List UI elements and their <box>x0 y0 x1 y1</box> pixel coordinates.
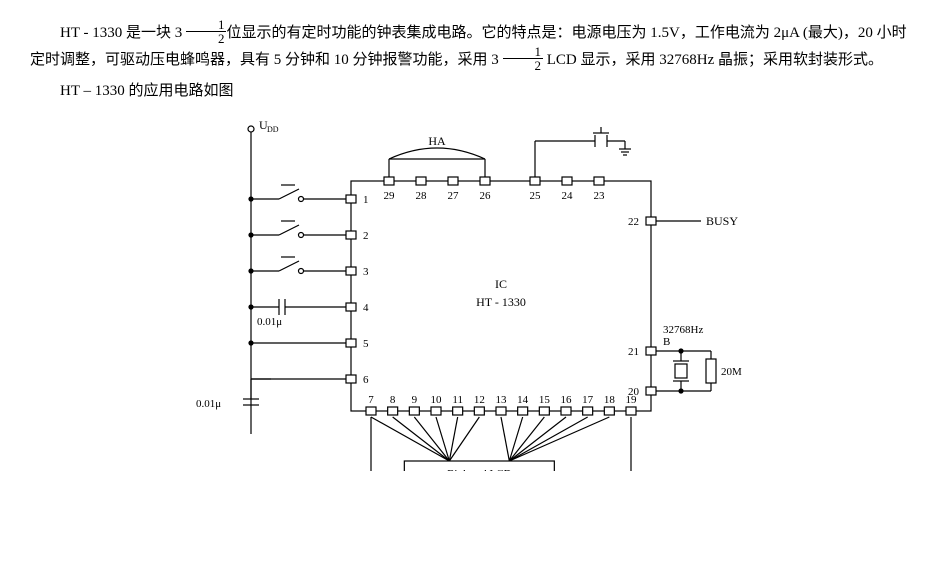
fraction-denominator: 2 <box>186 32 227 45</box>
svg-text:3: 3 <box>363 266 369 278</box>
svg-text:9: 9 <box>412 394 418 406</box>
fraction: 12 <box>503 45 544 72</box>
svg-text:20M: 20M <box>721 366 742 378</box>
text-run: HT - 1330 是一块 3 <box>60 25 186 41</box>
svg-text:8: 8 <box>390 394 396 406</box>
svg-text:0.01μ: 0.01μ <box>196 398 221 410</box>
fraction-numerator: 1 <box>503 45 544 59</box>
circuit-diagram: ICHT - 133029282726252423123456222120789… <box>30 111 912 471</box>
svg-text:15: 15 <box>539 394 551 406</box>
svg-text:12: 12 <box>474 394 485 406</box>
text-run: LCD 显示，采用 32768Hz 晶振；采用软封装形式。 <box>543 52 883 68</box>
svg-text:26: 26 <box>480 190 492 202</box>
svg-text:BUSY: BUSY <box>706 214 738 228</box>
svg-text:16: 16 <box>561 394 573 406</box>
svg-text:17: 17 <box>582 394 594 406</box>
svg-text:1: 1 <box>363 194 369 206</box>
svg-text:19: 19 <box>626 394 638 406</box>
svg-text:13: 13 <box>496 394 508 406</box>
svg-text:2: 2 <box>363 230 369 242</box>
fraction-numerator: 1 <box>186 18 227 32</box>
svg-text:IC: IC <box>495 277 507 291</box>
text-run: HT – 1330 的应用电路如图 <box>60 83 233 99</box>
svg-text:6: 6 <box>363 374 369 386</box>
svg-text:29: 29 <box>384 190 396 202</box>
fraction-denominator: 2 <box>503 59 544 72</box>
svg-text:B: B <box>663 336 670 348</box>
svg-text:28: 28 <box>416 190 428 202</box>
svg-text:HA: HA <box>428 134 446 148</box>
svg-text:14: 14 <box>517 394 529 406</box>
svg-text:HT - 1330: HT - 1330 <box>476 295 526 309</box>
svg-text:32768Hz: 32768Hz <box>663 324 703 336</box>
svg-text:11: 11 <box>452 394 463 406</box>
svg-text:27: 27 <box>448 190 460 202</box>
svg-text:21: 21 <box>628 346 639 358</box>
svg-text:22: 22 <box>628 216 639 228</box>
svg-text:10: 10 <box>431 394 443 406</box>
paragraph-2: HT – 1330 的应用电路如图 <box>30 78 912 105</box>
svg-text:25: 25 <box>530 190 542 202</box>
svg-text:24: 24 <box>562 190 574 202</box>
svg-text:0.01μ: 0.01μ <box>257 316 282 328</box>
svg-text:Biplexed LCD: Biplexed LCD <box>447 468 512 471</box>
svg-text:7: 7 <box>368 394 374 406</box>
svg-text:4: 4 <box>363 302 369 314</box>
svg-text:DD: DD <box>267 125 279 134</box>
svg-text:5: 5 <box>363 338 369 350</box>
fraction: 12 <box>186 18 227 45</box>
svg-text:18: 18 <box>604 394 616 406</box>
paragraph-1: HT - 1330 是一块 3 12位显示的有定时功能的钟表集成电路。它的特点是… <box>30 20 912 74</box>
svg-text:23: 23 <box>594 190 606 202</box>
